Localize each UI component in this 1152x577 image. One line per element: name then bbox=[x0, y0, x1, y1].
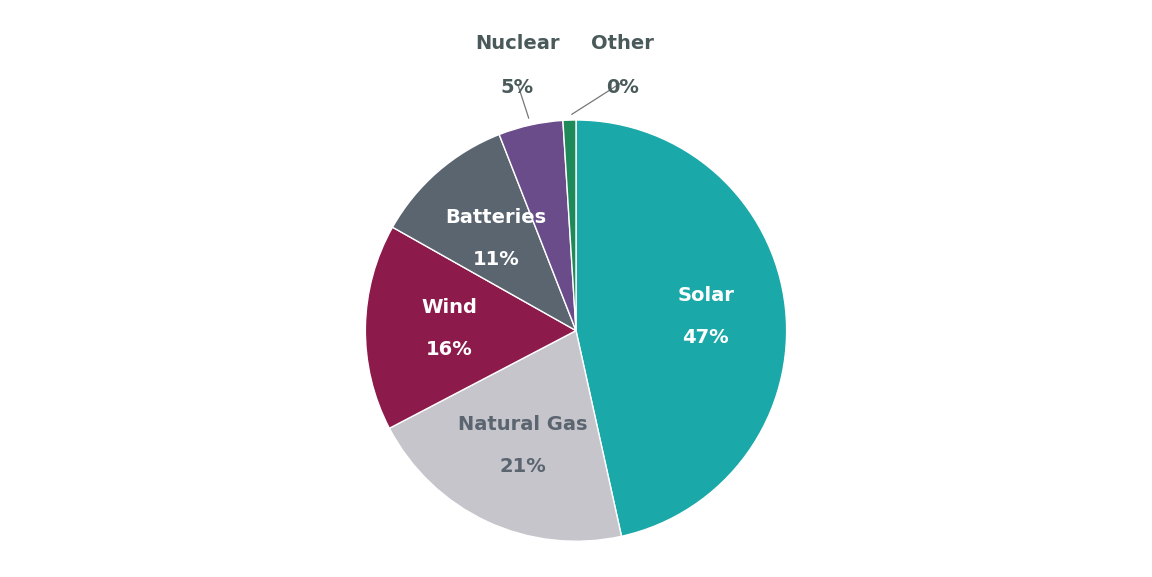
Wedge shape bbox=[563, 120, 576, 331]
Text: 11%: 11% bbox=[472, 250, 520, 269]
Text: 21%: 21% bbox=[499, 457, 546, 476]
Wedge shape bbox=[576, 120, 787, 536]
Text: 0%: 0% bbox=[606, 78, 638, 97]
Text: Wind: Wind bbox=[422, 298, 478, 317]
Text: Other: Other bbox=[591, 33, 654, 53]
Wedge shape bbox=[393, 134, 576, 331]
Text: 5%: 5% bbox=[500, 78, 533, 97]
Text: Solar: Solar bbox=[677, 286, 734, 305]
Text: Nuclear: Nuclear bbox=[475, 33, 559, 53]
Text: 47%: 47% bbox=[682, 328, 729, 347]
Text: 16%: 16% bbox=[426, 340, 473, 359]
Wedge shape bbox=[365, 227, 576, 428]
Text: Batteries: Batteries bbox=[446, 208, 546, 227]
Wedge shape bbox=[499, 121, 576, 331]
Wedge shape bbox=[389, 331, 621, 541]
Text: Natural Gas: Natural Gas bbox=[458, 415, 588, 434]
